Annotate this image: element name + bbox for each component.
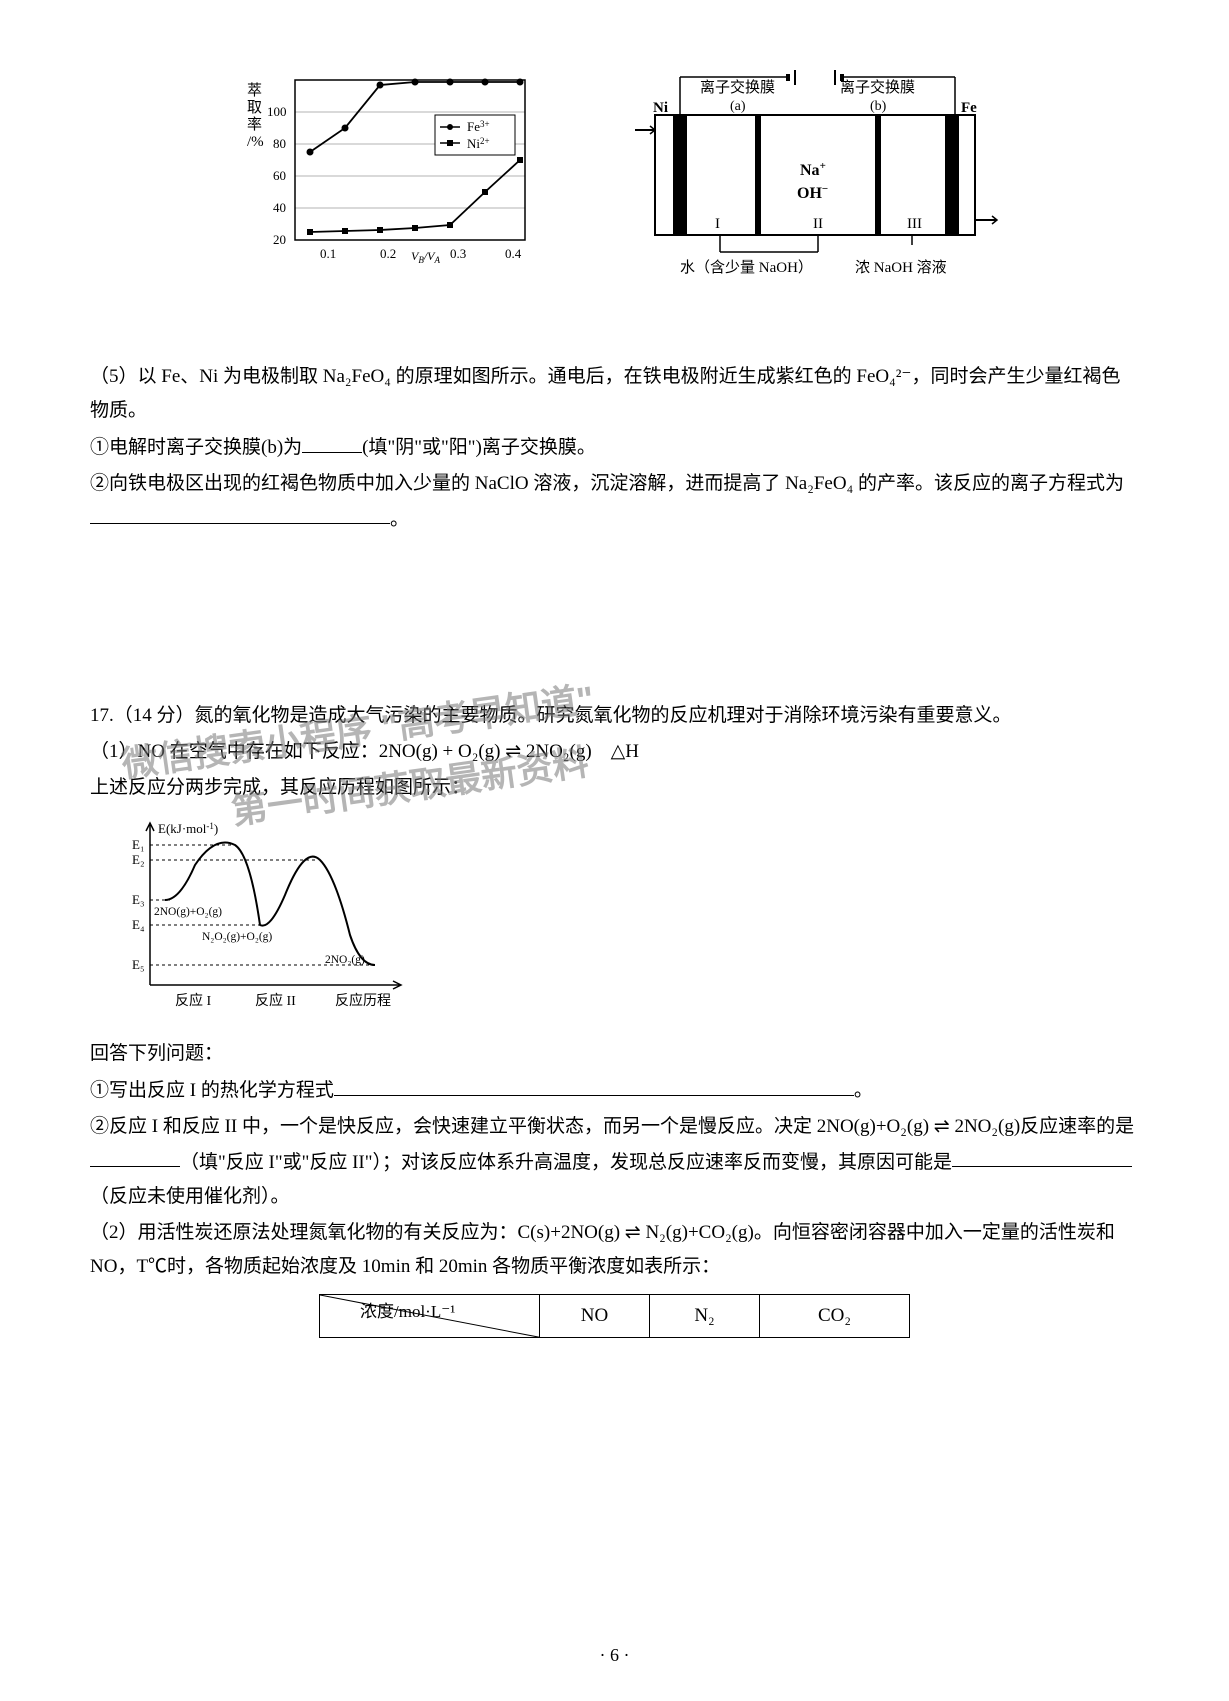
fe-electrode: Fe <box>961 100 977 116</box>
q17-header: 17.（14 分）氮的氧化物是造成大气污染的主要物质。研究氮氧化物的反应机理对于… <box>90 699 1139 733</box>
q17-q1-pre: ①写出反应 I 的热化学方程式 <box>90 1080 334 1101</box>
blank-5[interactable] <box>952 1145 1132 1168</box>
chamber-1: I <box>715 216 720 232</box>
xlabel-2: 反应 II <box>255 992 296 1009</box>
q17-q2: ②反应 I 和反应 II 中，一个是快反应，会快速建立平衡状态，而另一个是慢反应… <box>90 1110 1139 1213</box>
bottom-right-label: 浓 NaOH 溶液 <box>855 259 947 276</box>
chart-ylabel-4: /% <box>247 134 264 150</box>
e2-label: E₂ <box>132 852 144 867</box>
ytick-20: 20 <box>273 232 286 247</box>
xtick-4: 0.4 <box>505 246 522 261</box>
xlabel-3: 反应历程 <box>335 992 391 1009</box>
energy-ylabel: E(kJ·mol-1) <box>158 821 218 836</box>
diag-label: 浓度/mol·L⁻¹ <box>360 1297 455 1328</box>
ytick-80: 80 <box>273 136 286 151</box>
figures-row: 萃 取 率 /% 100 80 60 40 20 0.1 0.2 0.3 0.4… <box>90 60 1139 290</box>
q17-part1-sub: 上述反应分两步完成，其反应历程如图所示： <box>90 771 1139 805</box>
species-1: 2NO(g)+O₂(g) <box>154 906 222 918</box>
xaxis-label: VB/VA <box>411 249 441 265</box>
membrane-b-sub: (b) <box>870 99 887 114</box>
blank-2[interactable] <box>90 502 390 525</box>
concentration-table: 浓度/mol·L⁻¹ NO N₂ CO₂ <box>319 1294 910 1338</box>
q16-5-intro: （5）以 Fe、Ni 为电极制取 Na₂FeO₄ 的原理如图所示。通电后，在铁电… <box>90 360 1139 428</box>
page-number: · 6 · <box>0 1639 1229 1671</box>
electrolysis-svg: 离子交换膜 (a) 离子交换膜 (b) Ni Fe Na+ OH− I II <box>625 60 1005 290</box>
species-3: 2NO₂(g) <box>325 954 365 966</box>
q17-part1-intro: （1）NO 在空气中存在如下反应：2NO(g) + O₂(g) ⇌ 2NO₂(g… <box>90 735 1139 769</box>
q16-5-item2: ②向铁电极区出现的红褐色物质中加入少量的 NaClO 溶液，沉淀溶解，进而提高了… <box>90 467 1139 536</box>
col-n2: N₂ <box>650 1295 760 1338</box>
table-row: 浓度/mol·L⁻¹ NO N₂ CO₂ <box>320 1295 910 1338</box>
q17-q2-post: （反应未使用催化剂）。 <box>90 1186 290 1207</box>
answer-prompt: 回答下列问题： <box>90 1037 1139 1071</box>
q17-q2-pre: ②反应 I 和反应 II 中，一个是快反应，会快速建立平衡状态，而另一个是慢反应… <box>90 1116 1134 1137</box>
q16-5-item2-post: 。 <box>390 508 409 529</box>
e3-label: E₃ <box>132 892 144 907</box>
chart-ylabel-3: 率 <box>247 116 262 133</box>
q16-5-item1: ①电解时离子交换膜(b)为 (填"阴"或"阳")离子交换膜。 <box>90 430 1139 465</box>
electrolysis-diagram: 离子交换膜 (a) 离子交换膜 (b) Ni Fe Na+ OH− I II <box>625 60 1005 290</box>
membrane-b-label: 离子交换膜 <box>840 78 915 96</box>
ytick-100: 100 <box>267 104 287 119</box>
col-co2: CO₂ <box>760 1295 910 1338</box>
blank-3[interactable] <box>334 1073 854 1096</box>
ytick-60: 60 <box>273 168 286 183</box>
membrane-a-sub: (a) <box>730 99 746 114</box>
membrane-a-label: 离子交换膜 <box>700 78 775 96</box>
xtick-1: 0.1 <box>320 246 336 261</box>
chamber-3: III <box>907 216 922 232</box>
q16-5-item1-post: (填"阴"或"阳")离子交换膜。 <box>362 437 596 458</box>
xtick-3: 0.3 <box>450 246 466 261</box>
extraction-chart: 萃 取 率 /% 100 80 60 40 20 0.1 0.2 0.3 0.4… <box>225 60 545 290</box>
xlabel-1: 反应 I <box>175 992 211 1009</box>
chart-ylabel-2: 取 <box>247 99 262 116</box>
q17-q2-mid: （填"反应 I"或"反应 II"）；对该反应体系升高温度，发现总反应速率反而变慢… <box>180 1151 952 1172</box>
blank-4[interactable] <box>90 1145 180 1168</box>
q17-q1-post: 。 <box>854 1080 873 1101</box>
chart-svg: 萃 取 率 /% 100 80 60 40 20 0.1 0.2 0.3 0.4… <box>225 60 545 280</box>
energy-svg: E(kJ·mol-1) E₁ E₂ E₃ E₄ E₅ 2NO(g)+O₂(g) … <box>110 815 410 1015</box>
chamber-2: II <box>813 216 823 232</box>
q16-5-item2-pre: ②向铁电极区出现的红褐色物质中加入少量的 NaClO 溶液，沉淀溶解，进而提高了… <box>90 473 1124 494</box>
energy-diagram: E(kJ·mol-1) E₁ E₂ E₃ E₄ E₅ 2NO(g)+O₂(g) … <box>110 815 1139 1027</box>
xtick-2: 0.2 <box>380 246 396 261</box>
bottom-left-label: 水（含少量 NaOH） <box>680 259 813 276</box>
e5-label: E₅ <box>132 957 144 972</box>
q17-part2: （2）用活性炭还原法处理氮氧化物的有关反应为：C(s)+2NO(g) ⇌ N₂(… <box>90 1216 1139 1284</box>
q16-5-item1-pre: ①电解时离子交换膜(b)为 <box>90 437 302 458</box>
table-diag-cell: 浓度/mol·L⁻¹ <box>320 1295 540 1338</box>
chart-ylabel-1: 萃 <box>247 82 262 99</box>
q17-q1: ①写出反应 I 的热化学方程式 。 <box>90 1073 1139 1108</box>
col-no: NO <box>540 1295 650 1338</box>
e4-label: E₄ <box>132 917 145 932</box>
species-2: N₂O₂(g)+O₂(g) <box>202 931 272 943</box>
ytick-40: 40 <box>273 200 286 215</box>
e1-label: E₁ <box>132 837 144 852</box>
blank-1[interactable] <box>302 430 362 453</box>
ni-electrode: Ni <box>653 100 668 116</box>
